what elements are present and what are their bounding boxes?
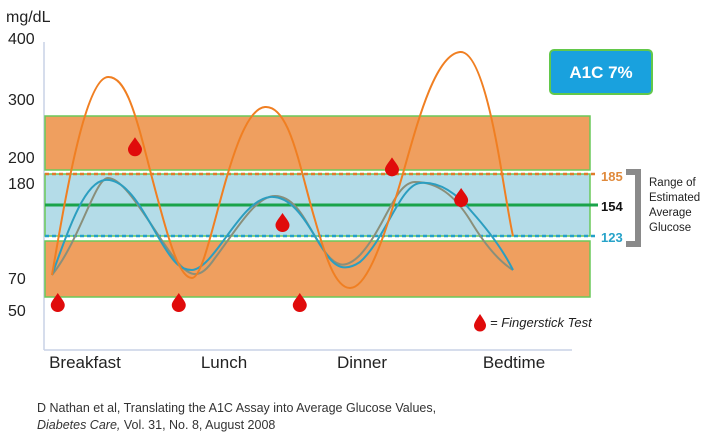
a1c-badge-label: A1C 7% xyxy=(569,63,632,82)
y-axis-title: mg/dL xyxy=(6,9,51,26)
y-tick-label: 200 xyxy=(8,150,35,167)
elevated-glucose-band xyxy=(44,115,591,171)
fingerstick-drop xyxy=(50,293,65,312)
fingerstick-drop xyxy=(275,213,290,233)
citation: D Nathan et al, Translating the A1C Assa… xyxy=(37,400,436,434)
y-ticks: 400 300 200 180 70 50 xyxy=(8,31,35,320)
y-tick-label: 180 xyxy=(8,176,35,193)
a1c-badge: A1C 7% xyxy=(549,49,653,95)
series-blue-curve xyxy=(51,178,514,276)
x-tick-label: Dinner xyxy=(337,353,387,372)
range-bracket xyxy=(626,169,641,247)
y-tick-label: 50 xyxy=(8,303,26,320)
y-tick-label: 400 xyxy=(8,31,35,48)
citation-line-2: Diabetes Care, Vol. 31, No. 8, August 20… xyxy=(37,417,436,434)
fingerstick-drop xyxy=(127,137,142,157)
citation-line-1: D Nathan et al, Translating the A1C Assa… xyxy=(37,401,437,415)
series-orange-curve xyxy=(51,50,514,290)
drop-icon xyxy=(474,314,486,332)
bracket-caption-line-2: Estimated xyxy=(649,192,700,204)
y-tick-label: 70 xyxy=(8,271,26,288)
citation-details: Vol. 31, No. 8, August 2008 xyxy=(120,418,276,432)
x-tick-label: Bedtime xyxy=(483,353,545,372)
x-tick-label: Lunch xyxy=(201,353,247,372)
legend-text: = Fingerstick Test xyxy=(490,315,593,330)
glucose-chart: mg/dL 400 300 200 180 70 50 Breakfast Lunch Din… xyxy=(6,9,700,372)
legend: = Fingerstick Test xyxy=(474,314,593,332)
fingerstick-drop xyxy=(454,188,469,208)
low-glucose-band xyxy=(44,240,591,298)
y-tick-label: 300 xyxy=(8,92,35,109)
fingerstick-markers xyxy=(50,137,469,312)
lower-range-value: 123 xyxy=(601,230,623,245)
fingerstick-drop xyxy=(171,293,186,312)
fingerstick-drop xyxy=(384,157,399,177)
bracket-caption-line-3: Average xyxy=(649,207,692,219)
upper-range-value: 185 xyxy=(601,169,623,184)
average-value: 154 xyxy=(601,199,623,214)
bracket-caption-line-1: Range of xyxy=(649,177,696,189)
bracket-caption-line-4: Glucose xyxy=(649,222,691,234)
citation-journal: Diabetes Care, xyxy=(37,418,121,432)
x-tick-label: Breakfast xyxy=(49,353,121,372)
fingerstick-drop xyxy=(292,293,307,312)
x-ticks: Breakfast Lunch Dinner Bedtime xyxy=(49,353,545,372)
